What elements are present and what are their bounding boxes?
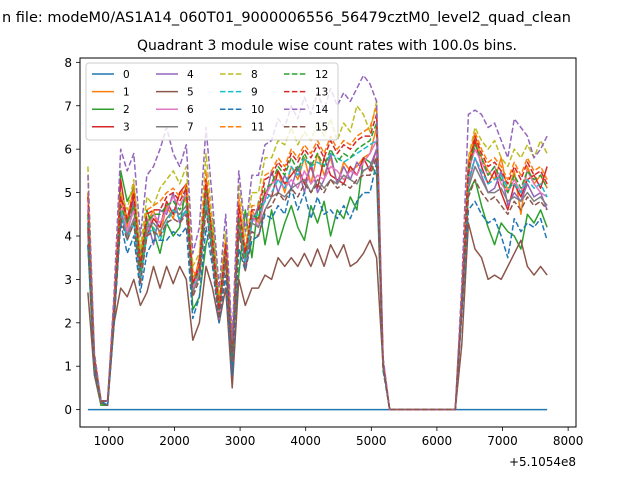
legend-label-1: 1	[123, 86, 130, 98]
y-tick-label: 1	[64, 360, 72, 374]
x-tick-label: 2000	[159, 434, 190, 448]
legend-label-10: 10	[251, 104, 264, 116]
y-tick-label: 4	[64, 229, 72, 243]
x-tick-label: 1000	[94, 434, 125, 448]
series-line-5	[87, 222, 548, 411]
legend-label-15: 15	[315, 122, 328, 134]
legend-label-4: 4	[187, 69, 194, 81]
y-axis: 0 1 2 3 4 5 6 7 8	[64, 56, 80, 417]
y-tick-label: 6	[64, 143, 72, 157]
legend-label-7: 7	[187, 122, 194, 134]
legend-label-13: 13	[315, 86, 328, 98]
series-line-12	[87, 122, 548, 411]
x-tick-label: 8000	[553, 434, 584, 448]
chart-title: Quadrant 3 module wise count rates with …	[137, 38, 517, 54]
x-tick-label: 7000	[487, 434, 518, 448]
legend-label-14: 14	[315, 104, 329, 116]
legend-label-8: 8	[251, 69, 258, 81]
x-tick-label: 3000	[225, 434, 256, 448]
figure-suptitle: n file: modeM0/AS1A14_060T01_9000006556_…	[2, 10, 571, 26]
x-offset-label: +5.1054e8	[509, 455, 576, 469]
x-axis: 1000 2000 3000 4000 5000 6000 7000 8000	[94, 427, 584, 448]
legend-label-2: 2	[123, 104, 130, 116]
x-tick-label: 6000	[422, 434, 453, 448]
legend-label-9: 9	[251, 86, 258, 98]
y-tick-label: 3	[64, 273, 72, 287]
series-line-7	[87, 157, 548, 411]
legend-label-3: 3	[123, 122, 130, 134]
legend-label-5: 5	[187, 86, 194, 98]
legend-label-11: 11	[251, 122, 264, 134]
series-line-10	[87, 161, 548, 411]
series-line-2	[87, 157, 548, 411]
series-line-13	[87, 113, 548, 411]
series-line-8	[87, 100, 548, 411]
series-line-15	[87, 157, 548, 411]
y-tick-label: 8	[64, 56, 72, 70]
legend-label-12: 12	[315, 69, 328, 81]
axes-frame	[79, 57, 577, 428]
x-tick-label: 5000	[356, 434, 387, 448]
x-tick-label: 4000	[290, 434, 321, 448]
y-tick-label: 5	[64, 186, 72, 200]
y-tick-label: 2	[64, 316, 72, 330]
legend-frame	[85, 62, 339, 141]
legend-label-6: 6	[187, 104, 194, 116]
legend-label-0: 0	[123, 69, 130, 81]
y-tick-label: 7	[64, 99, 72, 113]
y-tick-label: 0	[64, 403, 72, 417]
series-line-1	[87, 126, 548, 411]
